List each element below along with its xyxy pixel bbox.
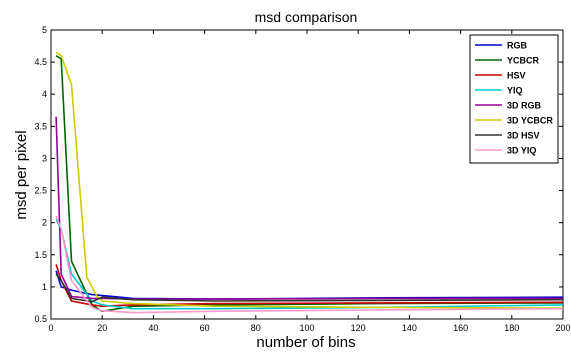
legend-label-5: 3D RGB — [507, 101, 542, 111]
y-tick-label-1: 0.5 — [34, 314, 47, 324]
y-tick-label-4: 2 — [42, 218, 47, 228]
legend-box — [469, 34, 559, 164]
x-tick-label-11: 200 — [555, 323, 570, 333]
x-axis-label: number of bins — [256, 334, 355, 351]
axes: 0 20 40 60 80 100 120 140 160 180 200 0.5 1 1.5 2 2.5 3 3… — [34, 25, 570, 333]
x-tick-label-3: 40 — [148, 323, 158, 333]
x-tick-label-8: 140 — [402, 323, 417, 333]
y-tick-label-9: 4.5 — [34, 57, 47, 67]
y-tick-label-5: 2.5 — [34, 186, 47, 196]
legend-label-3: HSV — [507, 71, 526, 81]
legend: RGB YCBCR HSV YIQ 3D RGB 3D YCBCR 3D HSV 3D YIQ — [469, 34, 559, 164]
legend-label-4: YIQ — [507, 86, 523, 96]
y-tick-label-8: 4 — [42, 89, 47, 99]
y-axis-label: msd per pixel — [13, 130, 30, 219]
x-tick-label-5: 80 — [251, 323, 261, 333]
series-line-7 — [55, 273, 564, 303]
y-tick-label-6: 3 — [42, 153, 47, 163]
y-tick-label-7: 3.5 — [34, 121, 47, 131]
y-tick-label-2: 1 — [42, 282, 47, 292]
x-tick-label-1: 0 — [48, 323, 53, 333]
x-tick-label-6: 100 — [299, 323, 314, 333]
legend-label-2: YCBCR — [507, 56, 540, 66]
series-line-5 — [55, 116, 563, 300]
x-tick-label-9: 160 — [453, 323, 468, 333]
chart-title: msd comparison — [255, 9, 358, 25]
x-tick-label-7: 120 — [351, 323, 366, 333]
x-tick-label-2: 20 — [97, 323, 107, 333]
series-line-2 — [55, 55, 564, 313]
legend-label-8: 3D YIQ — [507, 146, 536, 156]
legend-label-7: 3D HSV — [507, 131, 540, 141]
x-tick-label-4: 60 — [200, 323, 210, 333]
y-tick-label-3: 1.5 — [34, 250, 47, 260]
legend-label-6: 3D YCBCR — [507, 116, 553, 126]
x-tick-label-10: 180 — [504, 323, 519, 333]
series-lines — [55, 51, 564, 314]
legend-label-1: RGB — [507, 41, 528, 51]
y-tick-label-10: 5 — [42, 25, 47, 35]
series-line-8 — [55, 215, 564, 314]
